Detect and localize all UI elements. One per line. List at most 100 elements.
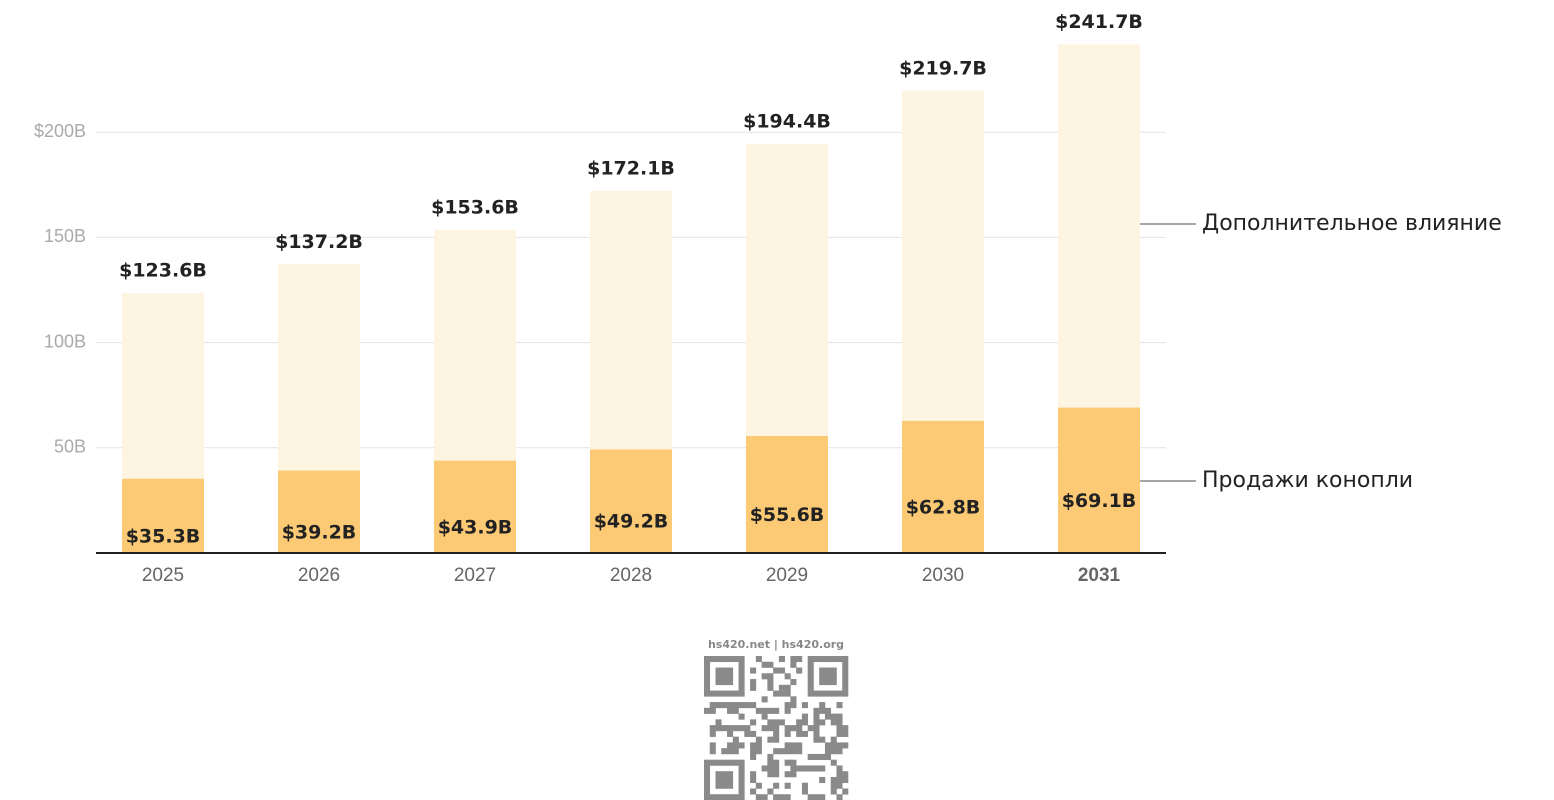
qr-module	[767, 753, 774, 760]
qr-module	[727, 794, 734, 800]
qr-module	[709, 725, 716, 732]
qr-module	[773, 794, 780, 800]
qr-module	[836, 719, 843, 726]
qr-module	[830, 713, 837, 720]
qr-module	[709, 748, 716, 755]
qr-module	[830, 748, 837, 755]
qr-module	[738, 776, 745, 784]
qr-module	[807, 794, 814, 800]
qr-module	[784, 782, 791, 789]
qr-module	[807, 725, 814, 732]
qr-module	[761, 765, 768, 772]
qr-module	[813, 765, 820, 772]
bar	[902, 420, 984, 553]
qr-module	[704, 759, 711, 766]
qr-module	[836, 776, 843, 784]
qr-module	[750, 679, 757, 686]
qr-module	[807, 679, 814, 686]
y-tick-label: 100B	[44, 331, 86, 351]
qr-module	[704, 707, 711, 714]
qr-module	[801, 719, 808, 726]
qr-module	[842, 742, 849, 749]
qr-module	[842, 788, 849, 795]
qr-module	[732, 742, 739, 749]
qr-module	[709, 690, 716, 697]
qr-module	[721, 782, 728, 789]
qr-module	[830, 788, 837, 795]
qr-module	[715, 771, 722, 778]
qr-module	[761, 713, 768, 720]
qr-module	[727, 702, 734, 709]
qr-module	[715, 702, 722, 709]
qr-module	[755, 707, 762, 714]
qr-module	[755, 736, 762, 743]
qr-module	[778, 690, 785, 697]
qr-module	[807, 673, 814, 680]
qr-module	[836, 771, 843, 778]
qr-module	[813, 719, 820, 726]
qr-module	[721, 725, 728, 732]
qr-module	[715, 782, 722, 789]
qr-module	[773, 736, 780, 743]
qr-module	[715, 679, 722, 686]
qr-module	[704, 765, 711, 772]
qr-module	[709, 702, 716, 709]
qr-module	[773, 765, 780, 772]
qr-module	[778, 748, 785, 755]
qr-module	[842, 725, 849, 732]
qr-module	[704, 788, 711, 795]
qr-module	[767, 759, 774, 766]
qr-module	[824, 707, 832, 714]
qr-module	[796, 725, 803, 732]
legend-label: Продажи конопли	[1202, 468, 1413, 493]
qr-module	[773, 730, 780, 737]
qr-module	[784, 794, 791, 800]
value-label: $35.3B	[126, 525, 201, 547]
value-label: $39.2B	[282, 521, 357, 543]
qr-module	[830, 776, 837, 784]
qr-module	[836, 690, 843, 697]
qr-module	[778, 684, 785, 691]
qr-module	[738, 788, 745, 795]
qr-module	[732, 794, 739, 800]
qr-module	[767, 765, 774, 772]
qr-module	[824, 667, 832, 674]
qr-module	[784, 690, 791, 697]
qr-module	[824, 673, 832, 680]
qr-module	[796, 765, 803, 772]
qr-module	[767, 719, 774, 726]
qr-module	[836, 713, 843, 720]
qr-module	[755, 656, 762, 663]
qr-module	[721, 794, 728, 800]
qr-module	[801, 788, 808, 795]
qr-module	[830, 759, 837, 766]
qr-module	[715, 719, 722, 726]
qr-module	[704, 782, 711, 789]
x-tick-label: 2025	[142, 565, 184, 586]
qr-module	[807, 753, 814, 760]
qr-module	[704, 679, 711, 686]
qr-module	[715, 673, 722, 680]
qr-module	[773, 667, 780, 674]
qr-module	[790, 765, 797, 772]
qr-module	[773, 771, 780, 778]
qr-module	[709, 742, 716, 749]
qr-module	[819, 707, 826, 714]
qr-module	[761, 661, 768, 668]
qr-module	[784, 725, 791, 732]
value-label: $241.7B	[1055, 11, 1143, 33]
qr-module	[842, 679, 849, 686]
qr-module	[727, 776, 734, 784]
qr-module	[836, 782, 843, 789]
qr-module	[790, 771, 797, 778]
qr-module	[738, 782, 745, 789]
qr-module	[819, 765, 826, 772]
qr-module	[704, 771, 711, 778]
qr-module	[813, 656, 820, 663]
qr-module	[738, 684, 745, 691]
qr-module	[836, 794, 843, 800]
qr-module	[732, 690, 739, 697]
qr-module	[801, 713, 808, 720]
qr-module	[704, 684, 711, 691]
qr-module	[807, 661, 814, 668]
